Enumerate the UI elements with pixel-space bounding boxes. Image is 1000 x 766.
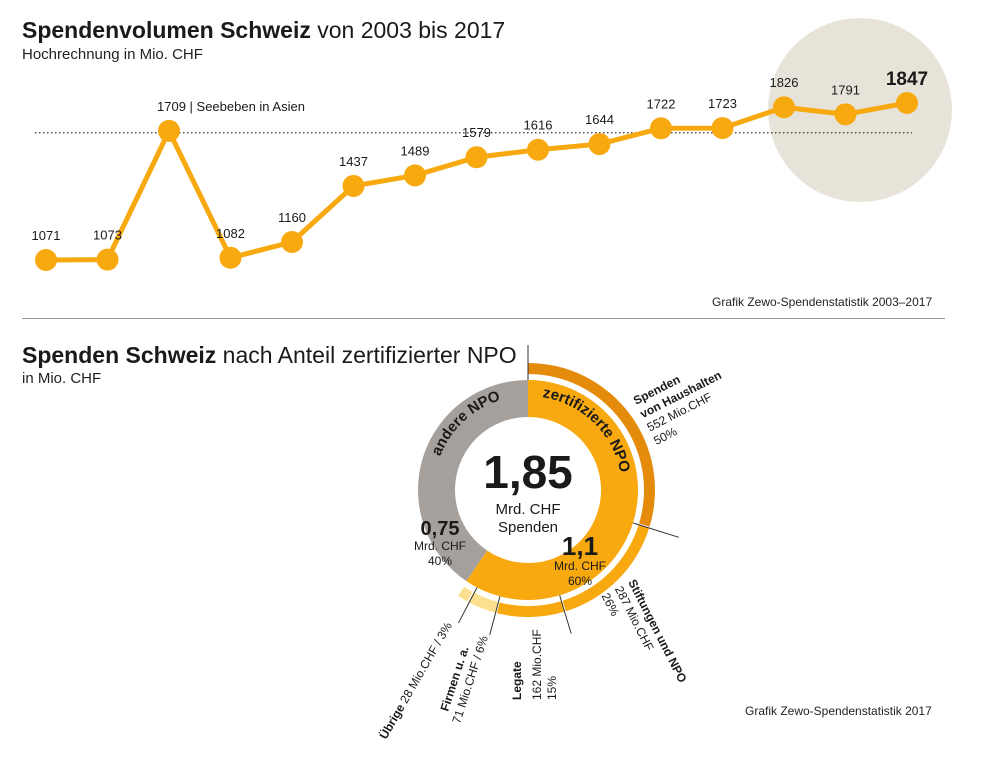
tick-haushalte bbox=[632, 522, 679, 538]
data-label-2014: 1723 bbox=[708, 96, 737, 111]
label-uebrige-text: Übrige 28 Mio.CHF / 3% bbox=[376, 619, 456, 742]
label-legate-detail-line-0: 162 Mio.CHF bbox=[530, 629, 544, 700]
data-label-2010: 1579 bbox=[462, 125, 491, 140]
data-point-2009 bbox=[404, 164, 426, 187]
data-point-2003 bbox=[35, 249, 57, 271]
data-label-2016: 1791 bbox=[831, 82, 860, 97]
data-label-2007: 1160 bbox=[278, 210, 306, 225]
donut-chart-subtitle: in Mio. CHF bbox=[22, 370, 102, 387]
data-label-2009: 1489 bbox=[401, 143, 430, 158]
tick-stiftungen bbox=[559, 595, 572, 634]
breakdown-arc-2 bbox=[496, 601, 565, 617]
other-unit: Mrd. CHF bbox=[414, 539, 466, 553]
center-unit: Mrd. CHF bbox=[496, 501, 561, 518]
data-point-2008 bbox=[342, 174, 365, 197]
breakdown-arc-1 bbox=[562, 524, 650, 612]
label-legate-name-line-0: Legate bbox=[510, 661, 524, 700]
breakdown-arc-4 bbox=[457, 586, 473, 602]
line-chart: 1071 1073 1709 | Seebeben in Asien 1082 1160… bbox=[32, 18, 952, 271]
line-chart-title: Spendenvolumen Schweiz von 2003 bis 2017 bbox=[22, 17, 506, 43]
data-point-2012 bbox=[588, 133, 611, 156]
data-point-2010 bbox=[465, 146, 488, 169]
label-legate-name: Legate bbox=[510, 661, 524, 700]
line-chart-subtitle: Hochrechnung in Mio. CHF bbox=[22, 46, 203, 63]
donut-chart-source: Grafik Zewo-Spendenstatistik 2017 bbox=[745, 704, 932, 718]
data-point-2004 bbox=[96, 248, 119, 271]
data-label-2003: 1071 bbox=[32, 228, 61, 243]
line-chart-source: Grafik Zewo-Spendenstatistik 2003–2017 bbox=[712, 295, 933, 309]
section-divider bbox=[22, 318, 945, 319]
donut-segment-andere bbox=[418, 380, 528, 582]
tick-firmen bbox=[458, 587, 478, 624]
data-point-2015 bbox=[773, 96, 795, 119]
breakdown-arc-3 bbox=[468, 592, 499, 613]
data-point-2017 bbox=[896, 92, 918, 114]
data-label-2012: 1644 bbox=[585, 112, 614, 127]
data-label-2008: 1437 bbox=[339, 154, 368, 169]
data-point-2013 bbox=[650, 117, 672, 140]
data-point-2011 bbox=[527, 138, 549, 161]
cert-unit: Mrd. CHF bbox=[554, 559, 606, 573]
center-value: 1,85 bbox=[483, 446, 573, 498]
label-legate-detail: 162 Mio.CHF 15% bbox=[530, 629, 559, 700]
data-label-2005: 1709 | Seebeben in Asien bbox=[157, 99, 305, 114]
tick-legate bbox=[489, 596, 501, 636]
data-point-2014 bbox=[711, 117, 734, 140]
donut-chart-title: Spenden Schweiz nach Anteil zertifiziert… bbox=[22, 342, 517, 368]
data-label-2015: 1826 bbox=[770, 75, 799, 90]
cert-share: 60% bbox=[568, 574, 592, 588]
other-value: 0,75 bbox=[421, 518, 460, 540]
data-label-2004: 1073 bbox=[93, 228, 122, 243]
data-point-2007 bbox=[281, 230, 303, 253]
data-label-2011: 1616 bbox=[524, 118, 553, 133]
label-legate-detail-line-1: 15% bbox=[545, 676, 559, 700]
data-point-2005 bbox=[158, 119, 180, 142]
breakdown-arc-0 bbox=[528, 363, 655, 527]
data-point-2006 bbox=[219, 246, 242, 269]
data-point-2016 bbox=[834, 103, 857, 126]
data-label-2006: 1082 bbox=[216, 226, 245, 241]
center-label: Spenden bbox=[498, 519, 558, 536]
donut-segment-zertifizierte bbox=[466, 379, 638, 600]
cert-value: 1,1 bbox=[562, 531, 598, 561]
other-share: 40% bbox=[428, 554, 452, 568]
data-label-2013: 1722 bbox=[647, 96, 676, 111]
data-label-2017: 1847 bbox=[886, 69, 928, 90]
label-uebrige: Übrige 28 Mio.CHF / 3% bbox=[376, 619, 456, 742]
